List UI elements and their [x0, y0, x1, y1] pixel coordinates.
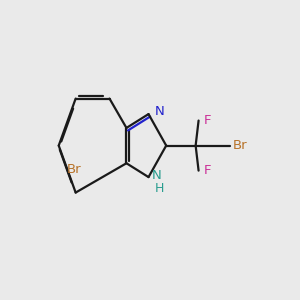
Text: F: F	[204, 164, 212, 177]
Text: F: F	[204, 114, 212, 127]
Text: H: H	[154, 182, 164, 194]
Text: N: N	[152, 169, 161, 182]
Text: N: N	[155, 105, 165, 118]
Text: Br: Br	[232, 139, 247, 152]
Text: Br: Br	[67, 164, 82, 176]
